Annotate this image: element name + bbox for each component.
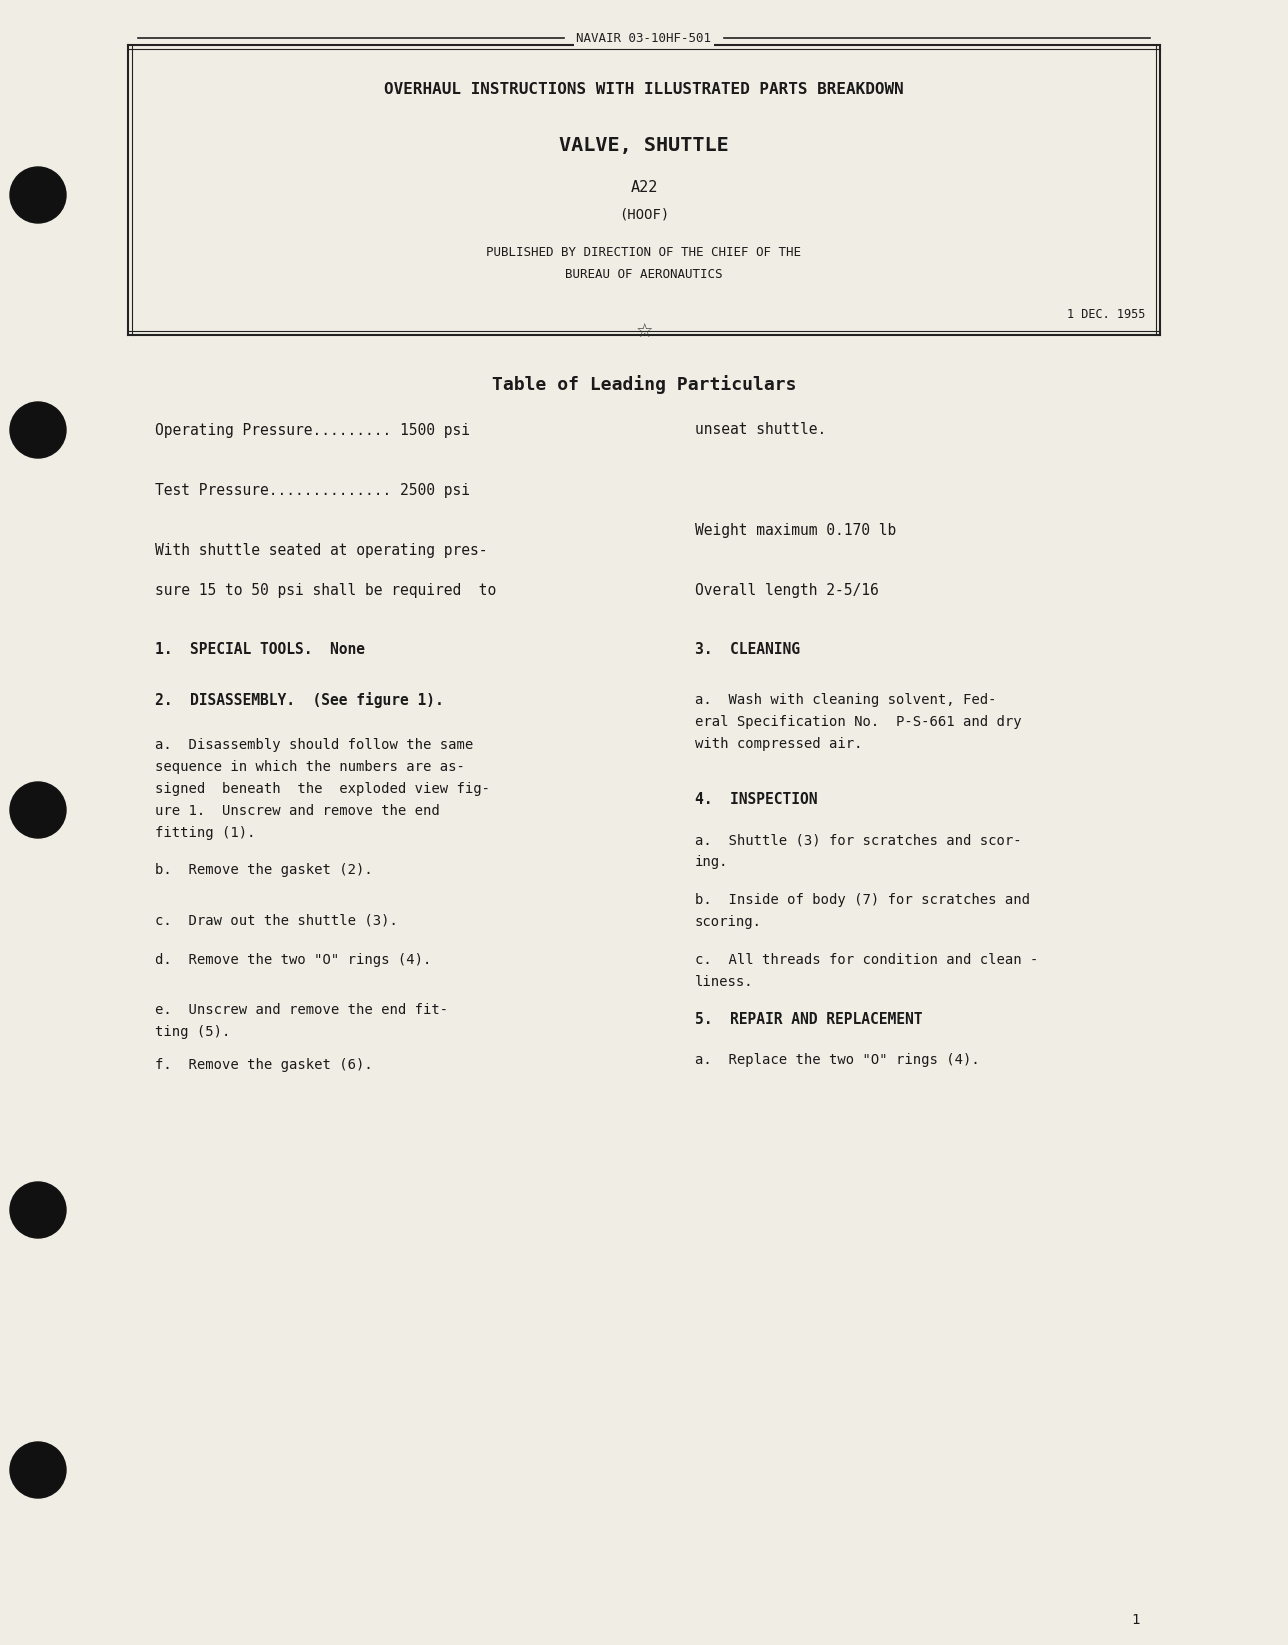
Text: 3.  CLEANING: 3. CLEANING [696, 643, 800, 658]
Text: A22: A22 [630, 181, 658, 196]
Text: b.  Remove the gasket (2).: b. Remove the gasket (2). [155, 864, 372, 877]
Text: unseat shuttle.: unseat shuttle. [696, 423, 826, 438]
Text: sure 15 to 50 psi shall be required  to: sure 15 to 50 psi shall be required to [155, 582, 496, 597]
Text: BUREAU OF AERONAUTICS: BUREAU OF AERONAUTICS [565, 268, 723, 281]
Text: liness.: liness. [696, 975, 753, 989]
Text: Test Pressure.............. 2500 psi: Test Pressure.............. 2500 psi [155, 482, 470, 497]
Text: ure 1.  Unscrew and remove the end: ure 1. Unscrew and remove the end [155, 804, 439, 818]
Text: a.  Wash with cleaning solvent, Fed-: a. Wash with cleaning solvent, Fed- [696, 693, 997, 707]
Text: (HOOF): (HOOF) [618, 207, 670, 222]
Circle shape [10, 781, 66, 837]
Text: 4.  INSPECTION: 4. INSPECTION [696, 793, 818, 808]
Text: sequence in which the numbers are as-: sequence in which the numbers are as- [155, 760, 465, 775]
Circle shape [10, 168, 66, 224]
Text: a.  Disassembly should follow the same: a. Disassembly should follow the same [155, 739, 473, 752]
Text: signed  beneath  the  exploded view fig-: signed beneath the exploded view fig- [155, 781, 489, 796]
Text: ting (5).: ting (5). [155, 1025, 231, 1040]
Text: scoring.: scoring. [696, 915, 762, 929]
Circle shape [10, 1183, 66, 1239]
Text: OVERHAUL INSTRUCTIONS WITH ILLUSTRATED PARTS BREAKDOWN: OVERHAUL INSTRUCTIONS WITH ILLUSTRATED P… [384, 82, 904, 97]
Circle shape [10, 401, 66, 457]
Text: Weight maximum 0.170 lb: Weight maximum 0.170 lb [696, 523, 896, 538]
Text: d.  Remove the two "O" rings (4).: d. Remove the two "O" rings (4). [155, 952, 431, 967]
Text: ☆: ☆ [635, 322, 653, 342]
Text: 2.  DISASSEMBLY.  (See figure 1).: 2. DISASSEMBLY. (See figure 1). [155, 693, 444, 707]
Text: c.  All threads for condition and clean -: c. All threads for condition and clean - [696, 952, 1038, 967]
Circle shape [10, 1443, 66, 1499]
Text: fitting (1).: fitting (1). [155, 826, 255, 841]
Text: a.  Replace the two "O" rings (4).: a. Replace the two "O" rings (4). [696, 1053, 980, 1068]
Text: Overall length 2-5/16: Overall length 2-5/16 [696, 582, 878, 597]
Text: a.  Shuttle (3) for scratches and scor-: a. Shuttle (3) for scratches and scor- [696, 832, 1021, 847]
Text: c.  Draw out the shuttle (3).: c. Draw out the shuttle (3). [155, 913, 398, 928]
Text: 1 DEC. 1955: 1 DEC. 1955 [1066, 309, 1145, 321]
Text: With shuttle seated at operating pres-: With shuttle seated at operating pres- [155, 543, 487, 558]
Text: Table of Leading Particulars: Table of Leading Particulars [492, 375, 796, 395]
Text: VALVE, SHUTTLE: VALVE, SHUTTLE [559, 135, 729, 155]
Text: Operating Pressure......... 1500 psi: Operating Pressure......... 1500 psi [155, 423, 470, 438]
Text: e.  Unscrew and remove the end fit-: e. Unscrew and remove the end fit- [155, 1003, 448, 1017]
Text: with compressed air.: with compressed air. [696, 737, 863, 752]
Text: NAVAIR 03-10HF-501: NAVAIR 03-10HF-501 [577, 31, 711, 44]
Text: 1.  SPECIAL TOOLS.  None: 1. SPECIAL TOOLS. None [155, 643, 365, 658]
Text: PUBLISHED BY DIRECTION OF THE CHIEF OF THE: PUBLISHED BY DIRECTION OF THE CHIEF OF T… [487, 245, 801, 258]
Text: 1: 1 [1132, 1614, 1140, 1627]
Text: b.  Inside of body (7) for scratches and: b. Inside of body (7) for scratches and [696, 893, 1030, 906]
Text: eral Specification No.  P-S-661 and dry: eral Specification No. P-S-661 and dry [696, 716, 1021, 729]
Text: ing.: ing. [696, 855, 729, 869]
Text: f.  Remove the gasket (6).: f. Remove the gasket (6). [155, 1058, 372, 1073]
Text: 5.  REPAIR AND REPLACEMENT: 5. REPAIR AND REPLACEMENT [696, 1013, 922, 1028]
